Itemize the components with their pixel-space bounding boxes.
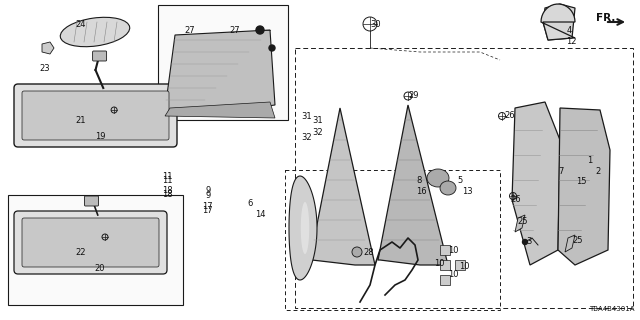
Text: 26: 26 — [504, 111, 515, 120]
Text: 11: 11 — [163, 176, 173, 185]
Text: 2: 2 — [595, 167, 600, 176]
Text: 31: 31 — [301, 112, 312, 121]
Text: 31: 31 — [312, 116, 323, 125]
Text: 25: 25 — [517, 217, 527, 226]
Text: 27: 27 — [184, 26, 195, 35]
Text: 18: 18 — [163, 190, 173, 199]
Polygon shape — [558, 108, 610, 265]
Text: 17: 17 — [202, 202, 212, 211]
FancyBboxPatch shape — [14, 84, 177, 147]
Text: 9: 9 — [206, 191, 211, 200]
Text: 3: 3 — [527, 237, 532, 246]
Polygon shape — [165, 30, 275, 115]
Bar — [455, 260, 465, 270]
Polygon shape — [565, 235, 575, 252]
Text: 10: 10 — [448, 270, 458, 279]
Text: 22: 22 — [76, 248, 86, 257]
Text: 9: 9 — [206, 186, 211, 195]
Text: 28: 28 — [364, 248, 374, 257]
Text: 29: 29 — [408, 91, 419, 100]
FancyBboxPatch shape — [22, 218, 159, 267]
Text: 25: 25 — [573, 236, 583, 245]
Bar — [440, 245, 450, 255]
Circle shape — [522, 239, 527, 244]
Polygon shape — [515, 215, 525, 232]
Text: 18: 18 — [163, 186, 173, 195]
Polygon shape — [378, 105, 448, 265]
Text: 10: 10 — [460, 262, 470, 271]
Polygon shape — [541, 4, 575, 40]
Bar — [440, 275, 450, 285]
Bar — [285, 170, 500, 310]
Text: 10: 10 — [448, 246, 458, 255]
Ellipse shape — [60, 17, 130, 47]
Text: 32: 32 — [312, 128, 323, 137]
Polygon shape — [165, 102, 275, 118]
Text: 4: 4 — [566, 26, 572, 35]
Polygon shape — [289, 176, 317, 280]
Polygon shape — [543, 4, 575, 40]
Ellipse shape — [440, 181, 456, 195]
Text: TBA4B4301A: TBA4B4301A — [589, 306, 635, 312]
Text: FR.: FR. — [596, 13, 616, 23]
Circle shape — [352, 247, 362, 257]
Text: 30: 30 — [370, 20, 381, 28]
Text: 14: 14 — [255, 210, 265, 219]
Bar — [295, 48, 633, 308]
Text: 27: 27 — [229, 26, 240, 35]
Text: 20: 20 — [95, 264, 105, 273]
Polygon shape — [512, 102, 560, 265]
Text: 10: 10 — [434, 260, 444, 268]
Text: 13: 13 — [462, 187, 473, 196]
Text: 17: 17 — [202, 206, 212, 215]
Bar — [8, 195, 183, 305]
Text: 16: 16 — [416, 187, 427, 196]
FancyBboxPatch shape — [93, 51, 107, 61]
Text: 8: 8 — [416, 176, 421, 185]
Ellipse shape — [427, 169, 449, 187]
Bar — [158, 5, 288, 120]
Bar — [440, 260, 450, 270]
Text: 7: 7 — [558, 167, 563, 176]
Text: 5: 5 — [457, 176, 462, 185]
Text: 23: 23 — [40, 64, 51, 73]
Circle shape — [269, 45, 275, 51]
Text: 26: 26 — [511, 195, 522, 204]
Text: 12: 12 — [566, 37, 577, 46]
Text: 1: 1 — [588, 156, 593, 164]
Polygon shape — [301, 202, 309, 254]
Circle shape — [256, 26, 264, 34]
Text: 24: 24 — [76, 20, 86, 29]
Text: 15: 15 — [576, 177, 586, 186]
Text: 21: 21 — [76, 116, 86, 125]
FancyBboxPatch shape — [22, 91, 169, 140]
Polygon shape — [42, 42, 54, 54]
Text: 19: 19 — [95, 132, 105, 141]
Text: 32: 32 — [301, 133, 312, 142]
FancyBboxPatch shape — [84, 196, 99, 206]
Text: 11: 11 — [163, 172, 173, 181]
FancyBboxPatch shape — [14, 211, 167, 274]
Text: 6: 6 — [247, 199, 252, 208]
Polygon shape — [310, 108, 375, 265]
